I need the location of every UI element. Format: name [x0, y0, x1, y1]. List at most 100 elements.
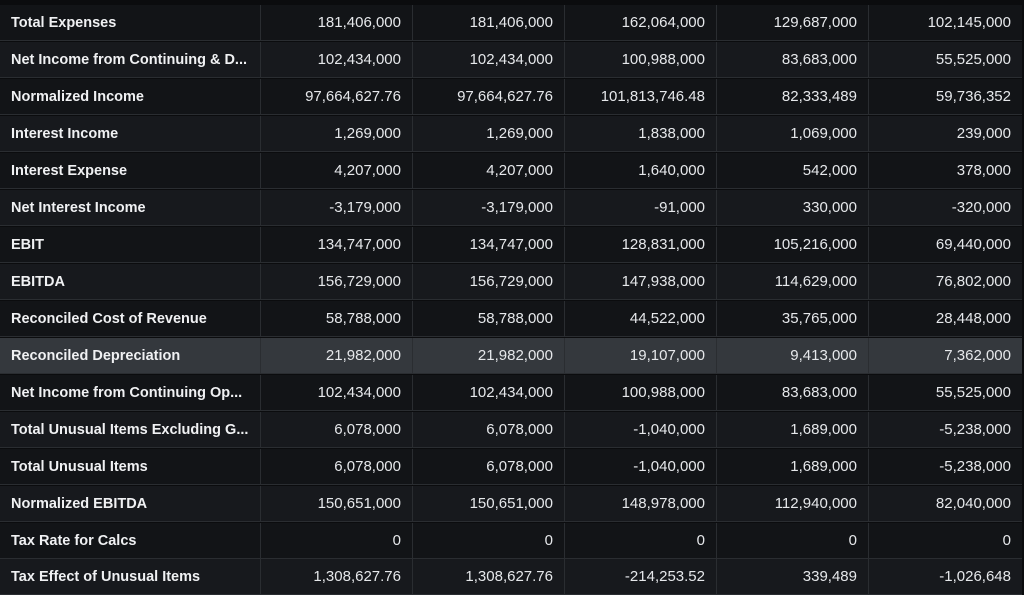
value-cell: 55,525,000: [869, 42, 1022, 78]
value-cell: 21,982,000: [261, 338, 413, 374]
value-cell: 76,802,000: [869, 264, 1022, 300]
row-label: Reconciled Cost of Revenue: [0, 301, 261, 337]
value-cell: 181,406,000: [413, 5, 565, 41]
table-row[interactable]: Normalized EBITDA 150,651,000 150,651,00…: [0, 486, 1024, 522]
value-cell: 6,078,000: [413, 449, 565, 485]
table-row[interactable]: Reconciled Cost of Revenue 58,788,000 58…: [0, 301, 1024, 337]
value-cell: 1,069,000: [717, 116, 869, 152]
value-cell: 1,308,627.76: [261, 559, 413, 595]
value-cell: 6,078,000: [261, 449, 413, 485]
value-cell: 82,040,000: [869, 486, 1022, 522]
row-label: Normalized EBITDA: [0, 486, 261, 522]
value-cell: -5,238,000: [869, 412, 1022, 448]
row-label: Total Unusual Items Excluding G...: [0, 412, 261, 448]
value-cell: 148,978,000: [565, 486, 717, 522]
value-cell: 9,413,000: [717, 338, 869, 374]
value-cell: 69,440,000: [869, 227, 1022, 263]
value-cell: 147,938,000: [565, 264, 717, 300]
row-label: Total Unusual Items: [0, 449, 261, 485]
value-cell: 4,207,000: [261, 153, 413, 189]
table-row[interactable]: Normalized Income 97,664,627.76 97,664,6…: [0, 79, 1024, 115]
table-row[interactable]: Total Unusual Items 6,078,000 6,078,000 …: [0, 449, 1024, 485]
value-cell: 58,788,000: [261, 301, 413, 337]
value-cell: 28,448,000: [869, 301, 1022, 337]
value-cell: 55,525,000: [869, 375, 1022, 411]
row-label: Net Income from Continuing & D...: [0, 42, 261, 78]
row-label: Tax Rate for Calcs: [0, 523, 261, 559]
table-row[interactable]: Net Income from Continuing Op... 102,434…: [0, 375, 1024, 411]
value-cell: -320,000: [869, 190, 1022, 226]
value-cell: 150,651,000: [413, 486, 565, 522]
value-cell: 44,522,000: [565, 301, 717, 337]
value-cell: 1,640,000: [565, 153, 717, 189]
value-cell: 6,078,000: [413, 412, 565, 448]
value-cell: 59,736,352: [869, 79, 1022, 115]
value-cell: 6,078,000: [261, 412, 413, 448]
value-cell: 35,765,000: [717, 301, 869, 337]
value-cell: 0: [413, 523, 565, 559]
row-label: Total Expenses: [0, 5, 261, 41]
value-cell: 102,434,000: [261, 375, 413, 411]
table-row[interactable]: EBITDA 156,729,000 156,729,000 147,938,0…: [0, 264, 1024, 300]
value-cell: 112,940,000: [717, 486, 869, 522]
value-cell: -1,040,000: [565, 412, 717, 448]
value-cell: 1,838,000: [565, 116, 717, 152]
table-row[interactable]: Interest Expense 4,207,000 4,207,000 1,6…: [0, 153, 1024, 189]
value-cell: 378,000: [869, 153, 1022, 189]
row-label: EBIT: [0, 227, 261, 263]
table-row[interactable]: Tax Effect of Unusual Items 1,308,627.76…: [0, 559, 1024, 595]
value-cell: 19,107,000: [565, 338, 717, 374]
row-label: EBITDA: [0, 264, 261, 300]
table-row[interactable]: Tax Rate for Calcs 0 0 0 0 0: [0, 523, 1024, 559]
value-cell: 0: [565, 523, 717, 559]
value-cell: -3,179,000: [261, 190, 413, 226]
value-cell: 102,434,000: [413, 375, 565, 411]
row-label: Tax Effect of Unusual Items: [0, 559, 261, 595]
value-cell: 102,434,000: [413, 42, 565, 78]
value-cell: 181,406,000: [261, 5, 413, 41]
value-cell: 128,831,000: [565, 227, 717, 263]
value-cell: 1,689,000: [717, 412, 869, 448]
value-cell: 21,982,000: [413, 338, 565, 374]
table-row[interactable]: Net Interest Income -3,179,000 -3,179,00…: [0, 190, 1024, 226]
value-cell: -3,179,000: [413, 190, 565, 226]
value-cell: 542,000: [717, 153, 869, 189]
value-cell: 1,269,000: [261, 116, 413, 152]
value-cell: -1,026,648: [869, 559, 1022, 595]
value-cell: 330,000: [717, 190, 869, 226]
row-label: Normalized Income: [0, 79, 261, 115]
value-cell: 150,651,000: [261, 486, 413, 522]
value-cell: 339,489: [717, 559, 869, 595]
value-cell: 162,064,000: [565, 5, 717, 41]
table-row[interactable]: Net Income from Continuing & D... 102,43…: [0, 42, 1024, 78]
row-label: Reconciled Depreciation: [0, 338, 261, 374]
value-cell: 105,216,000: [717, 227, 869, 263]
value-cell: 1,308,627.76: [413, 559, 565, 595]
value-cell: 100,988,000: [565, 42, 717, 78]
value-cell: 82,333,489: [717, 79, 869, 115]
value-cell: 114,629,000: [717, 264, 869, 300]
value-cell: 58,788,000: [413, 301, 565, 337]
value-cell: 134,747,000: [413, 227, 565, 263]
table-row[interactable]: Interest Income 1,269,000 1,269,000 1,83…: [0, 116, 1024, 152]
row-label: Net Income from Continuing Op...: [0, 375, 261, 411]
value-cell: 0: [261, 523, 413, 559]
value-cell: 1,689,000: [717, 449, 869, 485]
value-cell: 0: [869, 523, 1022, 559]
value-cell: 83,683,000: [717, 42, 869, 78]
value-cell: 102,434,000: [261, 42, 413, 78]
value-cell: 129,687,000: [717, 5, 869, 41]
value-cell: -91,000: [565, 190, 717, 226]
value-cell: 0: [717, 523, 869, 559]
value-cell: 7,362,000: [869, 338, 1022, 374]
value-cell: -5,238,000: [869, 449, 1022, 485]
value-cell: -1,040,000: [565, 449, 717, 485]
value-cell: 1,269,000: [413, 116, 565, 152]
table-row-highlighted[interactable]: Reconciled Depreciation 21,982,000 21,98…: [0, 338, 1024, 374]
value-cell: 134,747,000: [261, 227, 413, 263]
table-row[interactable]: Total Unusual Items Excluding G... 6,078…: [0, 412, 1024, 448]
table-row[interactable]: EBIT 134,747,000 134,747,000 128,831,000…: [0, 227, 1024, 263]
table-row[interactable]: Total Expenses 181,406,000 181,406,000 1…: [0, 5, 1024, 41]
value-cell: 4,207,000: [413, 153, 565, 189]
value-cell: 100,988,000: [565, 375, 717, 411]
